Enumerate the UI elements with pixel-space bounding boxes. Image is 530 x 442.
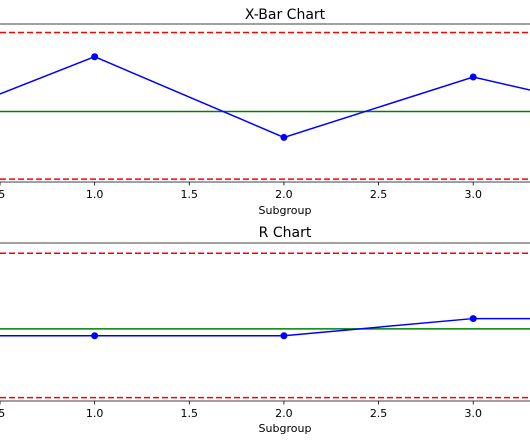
xbar-xtick-label: 3.0	[464, 188, 482, 201]
r-xtick-label: 1.0	[86, 407, 104, 420]
xbar-point-3.0	[469, 73, 477, 81]
r-point-1.0	[91, 332, 99, 340]
r-chart-xlabel: Subgroup	[259, 422, 312, 435]
xbar-chart-xlabel: Subgroup	[259, 204, 312, 217]
xbar-xtick-label: .5	[0, 188, 5, 201]
r-point-2.0	[280, 332, 288, 340]
xbar-xtick-label: 2.5	[370, 188, 388, 201]
r-point-3.0	[469, 315, 477, 323]
r-xtick-label: 1.5	[181, 407, 199, 420]
xbar-series-line	[0, 55, 530, 139]
xbar-point-2.0	[280, 133, 288, 141]
xbar-xtick-label: 2.0	[275, 188, 293, 201]
r-xtick-label: 3.0	[464, 407, 482, 420]
xbar-xtick-label: 1.0	[86, 188, 104, 201]
r-chart-title: R Chart	[259, 225, 312, 241]
xbar-chart-panel: X-Bar Chart Subgroup .5 1.0 1.5 2.0 2.5 3.0	[0, 7, 530, 217]
r-chart-panel: R Chart Subgroup .5 1.0 1.5 2.0 2.5 3.0	[0, 225, 530, 435]
xbar-xtick-label: 1.5	[181, 188, 199, 201]
r-xtick-label: 2.0	[275, 407, 293, 420]
r-series-line	[0, 317, 530, 337]
xbar-chart-title: X-Bar Chart	[245, 7, 326, 23]
r-xtick-label: 2.5	[370, 407, 388, 420]
xbar-point-1.0	[91, 53, 99, 61]
r-xtick-label: .5	[0, 407, 5, 420]
